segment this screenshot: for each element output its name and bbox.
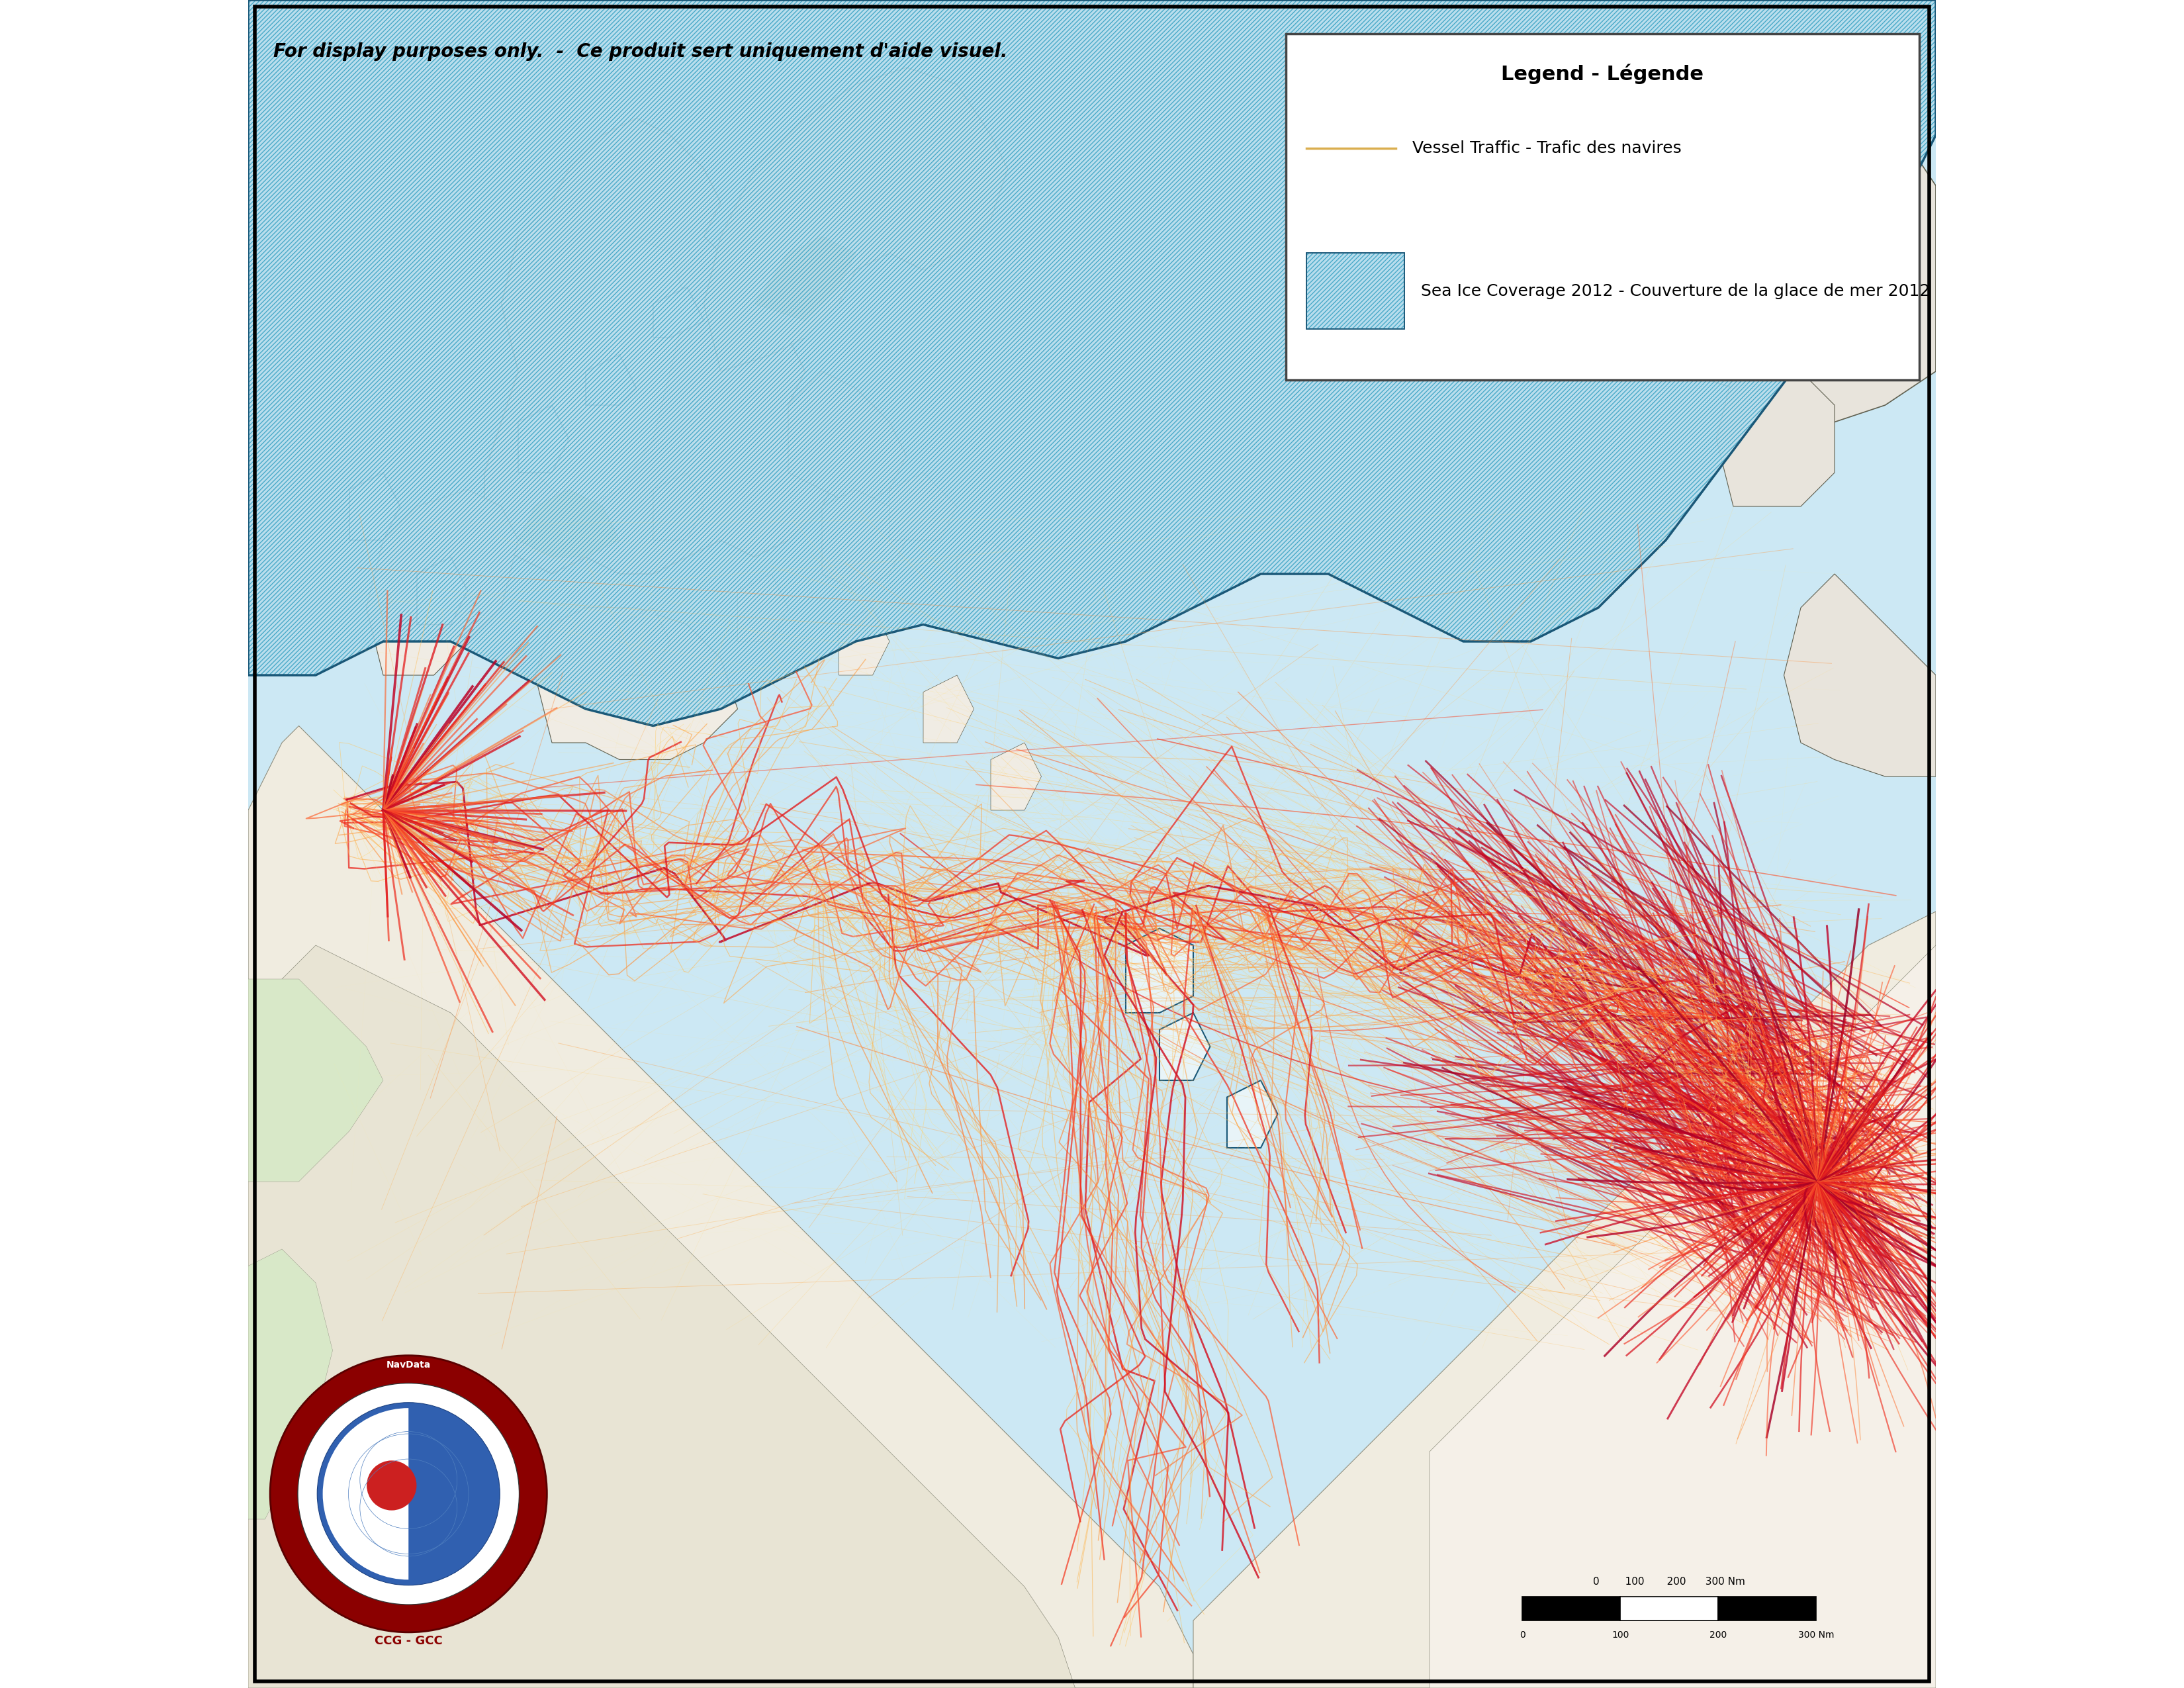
Text: Sea Ice Coverage 2012 - Couverture de la glace de mer 2012: Sea Ice Coverage 2012 - Couverture de la… — [1422, 284, 1931, 299]
Text: NavData: NavData — [387, 1361, 430, 1369]
Text: Analysis and Reporting: Analysis and Reporting — [277, 1447, 284, 1524]
Polygon shape — [349, 473, 400, 540]
Polygon shape — [249, 945, 1075, 1688]
Circle shape — [317, 1403, 500, 1585]
Polygon shape — [703, 68, 1007, 371]
Polygon shape — [518, 490, 620, 557]
Polygon shape — [1531, 287, 1599, 354]
Polygon shape — [1125, 928, 1192, 1013]
Polygon shape — [417, 557, 467, 625]
Polygon shape — [653, 473, 703, 540]
Text: Legend - Légende: Legend - Légende — [1500, 64, 1704, 84]
Polygon shape — [839, 608, 889, 675]
Text: 0: 0 — [1520, 1631, 1524, 1639]
Polygon shape — [249, 0, 1935, 726]
Bar — [1306, 253, 1404, 329]
Polygon shape — [585, 354, 636, 405]
Text: 200: 200 — [1710, 1631, 1728, 1639]
Polygon shape — [992, 743, 1042, 810]
Bar — [1286, 34, 1920, 380]
Text: 0        100       200      300 Nm: 0 100 200 300 Nm — [1592, 1577, 1745, 1587]
Polygon shape — [249, 1249, 332, 1519]
Polygon shape — [1431, 945, 1935, 1688]
Bar — [1306, 253, 1404, 329]
Polygon shape — [1496, 34, 1935, 422]
Bar — [1719, 1597, 1817, 1620]
Circle shape — [297, 1382, 520, 1605]
Bar — [1306, 253, 1404, 329]
Text: For display purposes only.  -  Ce produit sert uniquement d'aide visuel.: For display purposes only. - Ce produit … — [273, 42, 1007, 61]
Polygon shape — [957, 540, 1024, 608]
Polygon shape — [738, 574, 788, 641]
Polygon shape — [821, 490, 906, 591]
Polygon shape — [249, 726, 1192, 1688]
Polygon shape — [889, 473, 957, 540]
Bar — [1522, 1597, 1621, 1620]
Polygon shape — [535, 608, 738, 760]
Polygon shape — [367, 490, 518, 675]
Text: 300 Nm: 300 Nm — [1797, 1631, 1835, 1639]
Polygon shape — [1717, 338, 1835, 506]
Polygon shape — [1531, 68, 1867, 338]
Circle shape — [367, 1460, 417, 1511]
Polygon shape — [753, 236, 856, 321]
Text: Rapports et Analyses: Rapports et Analyses — [533, 1450, 539, 1521]
Polygon shape — [788, 371, 906, 506]
Polygon shape — [1227, 1080, 1278, 1148]
Polygon shape — [1192, 912, 1935, 1688]
Text: Vessel Traffic - Trafic des navires: Vessel Traffic - Trafic des navires — [1413, 140, 1682, 157]
Polygon shape — [1160, 1013, 1210, 1080]
Polygon shape — [1784, 574, 1935, 776]
Polygon shape — [653, 287, 703, 338]
Circle shape — [271, 1355, 546, 1632]
Polygon shape — [535, 236, 688, 506]
Bar — [1621, 1597, 1719, 1620]
Text: 100: 100 — [1612, 1631, 1629, 1639]
Polygon shape — [620, 608, 670, 675]
Polygon shape — [518, 405, 568, 473]
Polygon shape — [485, 118, 839, 574]
Wedge shape — [323, 1408, 408, 1580]
Text: CCG - GCC: CCG - GCC — [373, 1636, 443, 1647]
Polygon shape — [924, 675, 974, 743]
Polygon shape — [249, 979, 382, 1182]
